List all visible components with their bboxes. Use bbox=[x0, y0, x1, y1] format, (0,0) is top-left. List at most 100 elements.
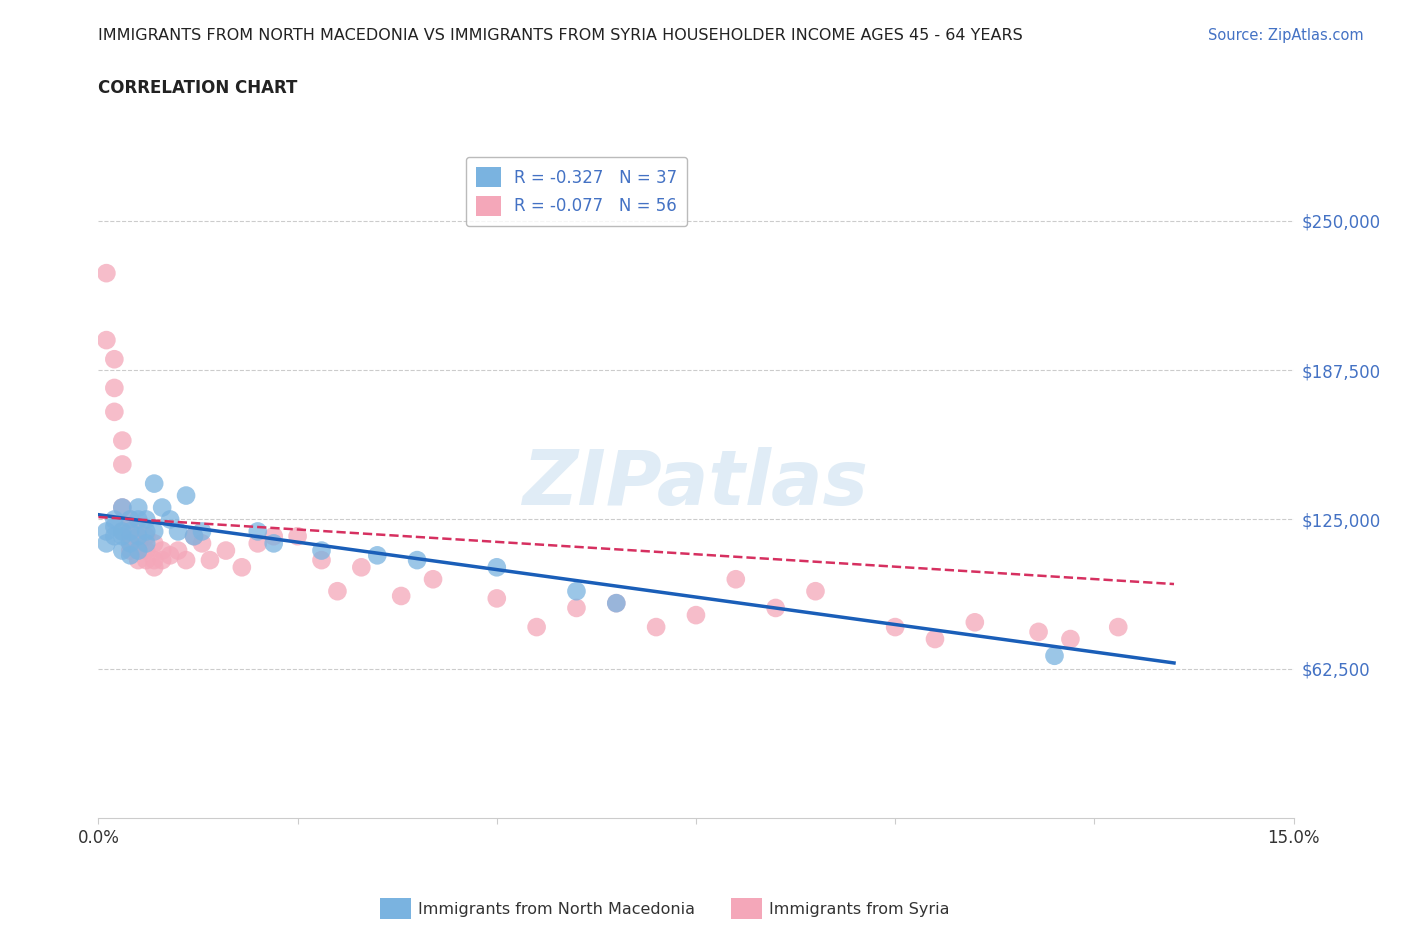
Point bbox=[605, 596, 627, 611]
Point bbox=[191, 536, 214, 551]
Point bbox=[111, 543, 134, 558]
Point bbox=[150, 543, 173, 558]
Point bbox=[263, 536, 285, 551]
Point bbox=[111, 529, 134, 544]
Point bbox=[120, 536, 142, 551]
Point bbox=[924, 631, 946, 646]
Point bbox=[150, 552, 173, 567]
Point bbox=[96, 536, 118, 551]
Point bbox=[111, 457, 134, 472]
Point bbox=[422, 572, 444, 587]
Point bbox=[246, 536, 269, 551]
Point bbox=[143, 552, 166, 567]
Point bbox=[111, 500, 134, 515]
Point bbox=[127, 529, 149, 544]
Point bbox=[127, 552, 149, 567]
Point bbox=[406, 552, 429, 567]
Point bbox=[127, 543, 149, 558]
Point bbox=[135, 536, 157, 551]
Point bbox=[167, 543, 190, 558]
Point bbox=[111, 524, 134, 538]
Point bbox=[111, 500, 134, 515]
Point bbox=[120, 529, 142, 544]
Point bbox=[366, 548, 388, 563]
Point bbox=[103, 519, 125, 534]
Point bbox=[724, 572, 747, 587]
Point bbox=[183, 529, 205, 544]
Point bbox=[526, 619, 548, 634]
Point bbox=[565, 601, 588, 616]
Point bbox=[565, 584, 588, 599]
Point bbox=[198, 552, 221, 567]
Point bbox=[150, 500, 173, 515]
Point bbox=[765, 601, 787, 616]
Point bbox=[326, 584, 349, 599]
Point bbox=[143, 560, 166, 575]
Point bbox=[135, 529, 157, 544]
Text: Immigrants from North Macedonia: Immigrants from North Macedonia bbox=[418, 902, 695, 917]
Point bbox=[485, 560, 508, 575]
Point bbox=[231, 560, 253, 575]
Point bbox=[120, 512, 142, 527]
Point bbox=[174, 488, 197, 503]
Point bbox=[127, 524, 149, 538]
Point bbox=[96, 524, 118, 538]
Point bbox=[111, 433, 134, 448]
Point bbox=[120, 548, 142, 563]
Point bbox=[103, 405, 125, 419]
Point bbox=[804, 584, 827, 599]
Point bbox=[135, 543, 157, 558]
Text: CORRELATION CHART: CORRELATION CHART bbox=[98, 79, 298, 97]
Point bbox=[263, 529, 285, 544]
Point bbox=[143, 476, 166, 491]
Point bbox=[127, 512, 149, 527]
Point bbox=[103, 529, 125, 544]
Point bbox=[183, 529, 205, 544]
Point bbox=[143, 524, 166, 538]
Text: Immigrants from Syria: Immigrants from Syria bbox=[769, 902, 949, 917]
Point bbox=[605, 596, 627, 611]
Point bbox=[1043, 648, 1066, 663]
Point bbox=[120, 536, 142, 551]
Point bbox=[1059, 631, 1081, 646]
Point bbox=[96, 333, 118, 348]
Point bbox=[103, 352, 125, 366]
Point bbox=[135, 512, 157, 527]
Point bbox=[1028, 624, 1050, 639]
Point bbox=[311, 552, 333, 567]
Point bbox=[963, 615, 986, 630]
Point bbox=[191, 524, 214, 538]
Point bbox=[389, 589, 412, 604]
Text: IMMIGRANTS FROM NORTH MACEDONIA VS IMMIGRANTS FROM SYRIA HOUSEHOLDER INCOME AGES: IMMIGRANTS FROM NORTH MACEDONIA VS IMMIG… bbox=[98, 28, 1024, 43]
Point bbox=[685, 607, 707, 622]
Point bbox=[246, 524, 269, 538]
Point bbox=[127, 536, 149, 551]
Point bbox=[167, 524, 190, 538]
Point bbox=[485, 591, 508, 605]
Point bbox=[311, 543, 333, 558]
Point bbox=[884, 619, 907, 634]
Legend: R = -0.327   N = 37, R = -0.077   N = 56: R = -0.327 N = 37, R = -0.077 N = 56 bbox=[465, 157, 688, 226]
Point bbox=[127, 543, 149, 558]
Point bbox=[159, 548, 181, 563]
Point bbox=[350, 560, 373, 575]
Point bbox=[127, 500, 149, 515]
Point bbox=[143, 536, 166, 551]
Point bbox=[135, 524, 157, 538]
Point bbox=[159, 512, 181, 527]
Point bbox=[103, 380, 125, 395]
Point bbox=[174, 552, 197, 567]
Point bbox=[120, 543, 142, 558]
Point bbox=[111, 524, 134, 538]
Point bbox=[120, 512, 142, 527]
Text: ZIPatlas: ZIPatlas bbox=[523, 446, 869, 521]
Point bbox=[120, 524, 142, 538]
Point bbox=[645, 619, 668, 634]
Point bbox=[96, 266, 118, 281]
Point bbox=[135, 552, 157, 567]
Point bbox=[215, 543, 238, 558]
Point bbox=[103, 512, 125, 527]
Text: Source: ZipAtlas.com: Source: ZipAtlas.com bbox=[1208, 28, 1364, 43]
Point bbox=[1107, 619, 1129, 634]
Point bbox=[287, 529, 309, 544]
